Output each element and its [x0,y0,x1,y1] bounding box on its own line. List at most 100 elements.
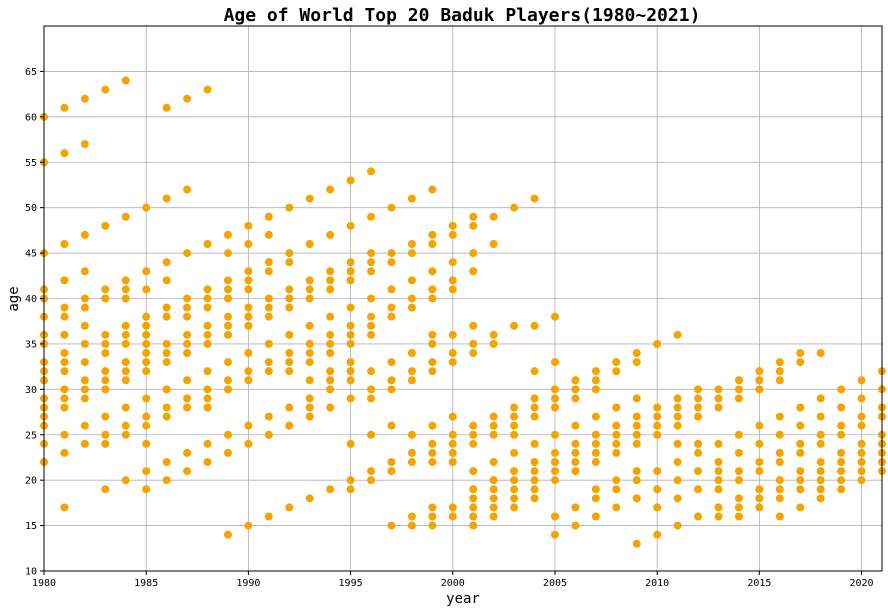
scatter-point [285,349,294,357]
scatter-point [203,240,212,248]
scatter-point [571,503,580,512]
scatter-point [530,467,539,476]
scatter-point [550,530,559,539]
scatter-point [203,303,212,312]
scatter-point [305,494,314,503]
scatter-point [714,476,723,485]
scatter-point [367,212,376,221]
scatter-point [510,203,519,212]
scatter-point [407,249,416,258]
scatter-point [407,349,416,357]
scatter-point [428,185,437,194]
scatter-point [734,512,743,521]
scatter-point [142,412,151,421]
scatter-point [653,467,662,476]
scatter-point [60,240,69,248]
scatter-point [387,312,396,321]
scatter-point [326,267,335,276]
scatter-point [264,212,273,221]
scatter-point [632,476,641,485]
y-axis-label: age [6,286,22,311]
scatter-point [714,512,723,521]
scatter-point [285,503,294,512]
scatter-point [346,221,355,230]
scatter-point [407,458,416,466]
scatter-point [469,421,478,430]
scatter-point [489,494,498,503]
scatter-point [244,439,253,448]
scatter-point [591,512,600,521]
scatter-point [285,358,294,367]
scatter-point [469,494,478,503]
scatter-point [407,430,416,439]
scatter-point [367,394,376,403]
x-tick-label: 1980 [32,578,56,589]
scatter-point [489,421,498,430]
scatter-point [448,458,457,466]
scatter-point [203,330,212,339]
scatter-point [264,512,273,521]
scatter-point [714,467,723,476]
scatter-point [367,321,376,330]
scatter-point [203,394,212,403]
scatter-point [387,203,396,212]
scatter-point [346,276,355,285]
scatter-point [673,412,682,421]
scatter-point [530,403,539,412]
scatter-point [796,448,805,457]
scatter-point [714,394,723,403]
scatter-point [796,421,805,430]
scatter-point [183,330,192,339]
scatter-point [326,376,335,385]
scatter-point [428,448,437,457]
scatter-point [326,276,335,285]
scatter-point [101,339,110,348]
scatter-point [183,467,192,476]
scatter-point [673,439,682,448]
scatter-point [305,294,314,303]
y-tick-label: 15 [25,521,37,532]
scatter-point [632,494,641,503]
scatter-point [101,376,110,385]
scatter-point [714,458,723,466]
scatter-point [694,412,703,421]
x-tick-label: 2005 [543,578,567,589]
scatter-point [142,421,151,430]
scatter-point [653,430,662,439]
scatter-point [305,349,314,357]
scatter-point [837,403,846,412]
scatter-point [121,76,130,85]
scatter-point [142,467,151,476]
scatter-point [223,230,232,239]
scatter-point [653,403,662,412]
scatter-point [305,403,314,412]
scatter-point [162,476,171,485]
scatter-point [550,512,559,521]
scatter-point [510,485,519,494]
scatter-point [203,458,212,466]
scatter-point [612,448,621,457]
scatter-point [550,403,559,412]
scatter-point [244,421,253,430]
scatter-point [469,321,478,330]
scatter-point [448,276,457,285]
scatter-point [632,358,641,367]
y-axis-ticks: 10 15 20 25 30 35 40 45 50 55 60 65 [25,67,44,578]
scatter-point [101,349,110,357]
scatter-point [428,421,437,430]
scatter-point [285,421,294,430]
y-tick-label: 35 [25,339,37,350]
scatter-point [673,494,682,503]
scatter-point [387,385,396,394]
scatter-point [612,430,621,439]
scatter-point [673,403,682,412]
scatter-point [121,321,130,330]
scatter-point [244,303,253,312]
scatter-point [223,385,232,394]
scatter-point [244,285,253,294]
scatter-point [203,285,212,294]
scatter-point [101,430,110,439]
scatter-point [285,367,294,376]
scatter-point [285,249,294,258]
scatter-point [60,430,69,439]
